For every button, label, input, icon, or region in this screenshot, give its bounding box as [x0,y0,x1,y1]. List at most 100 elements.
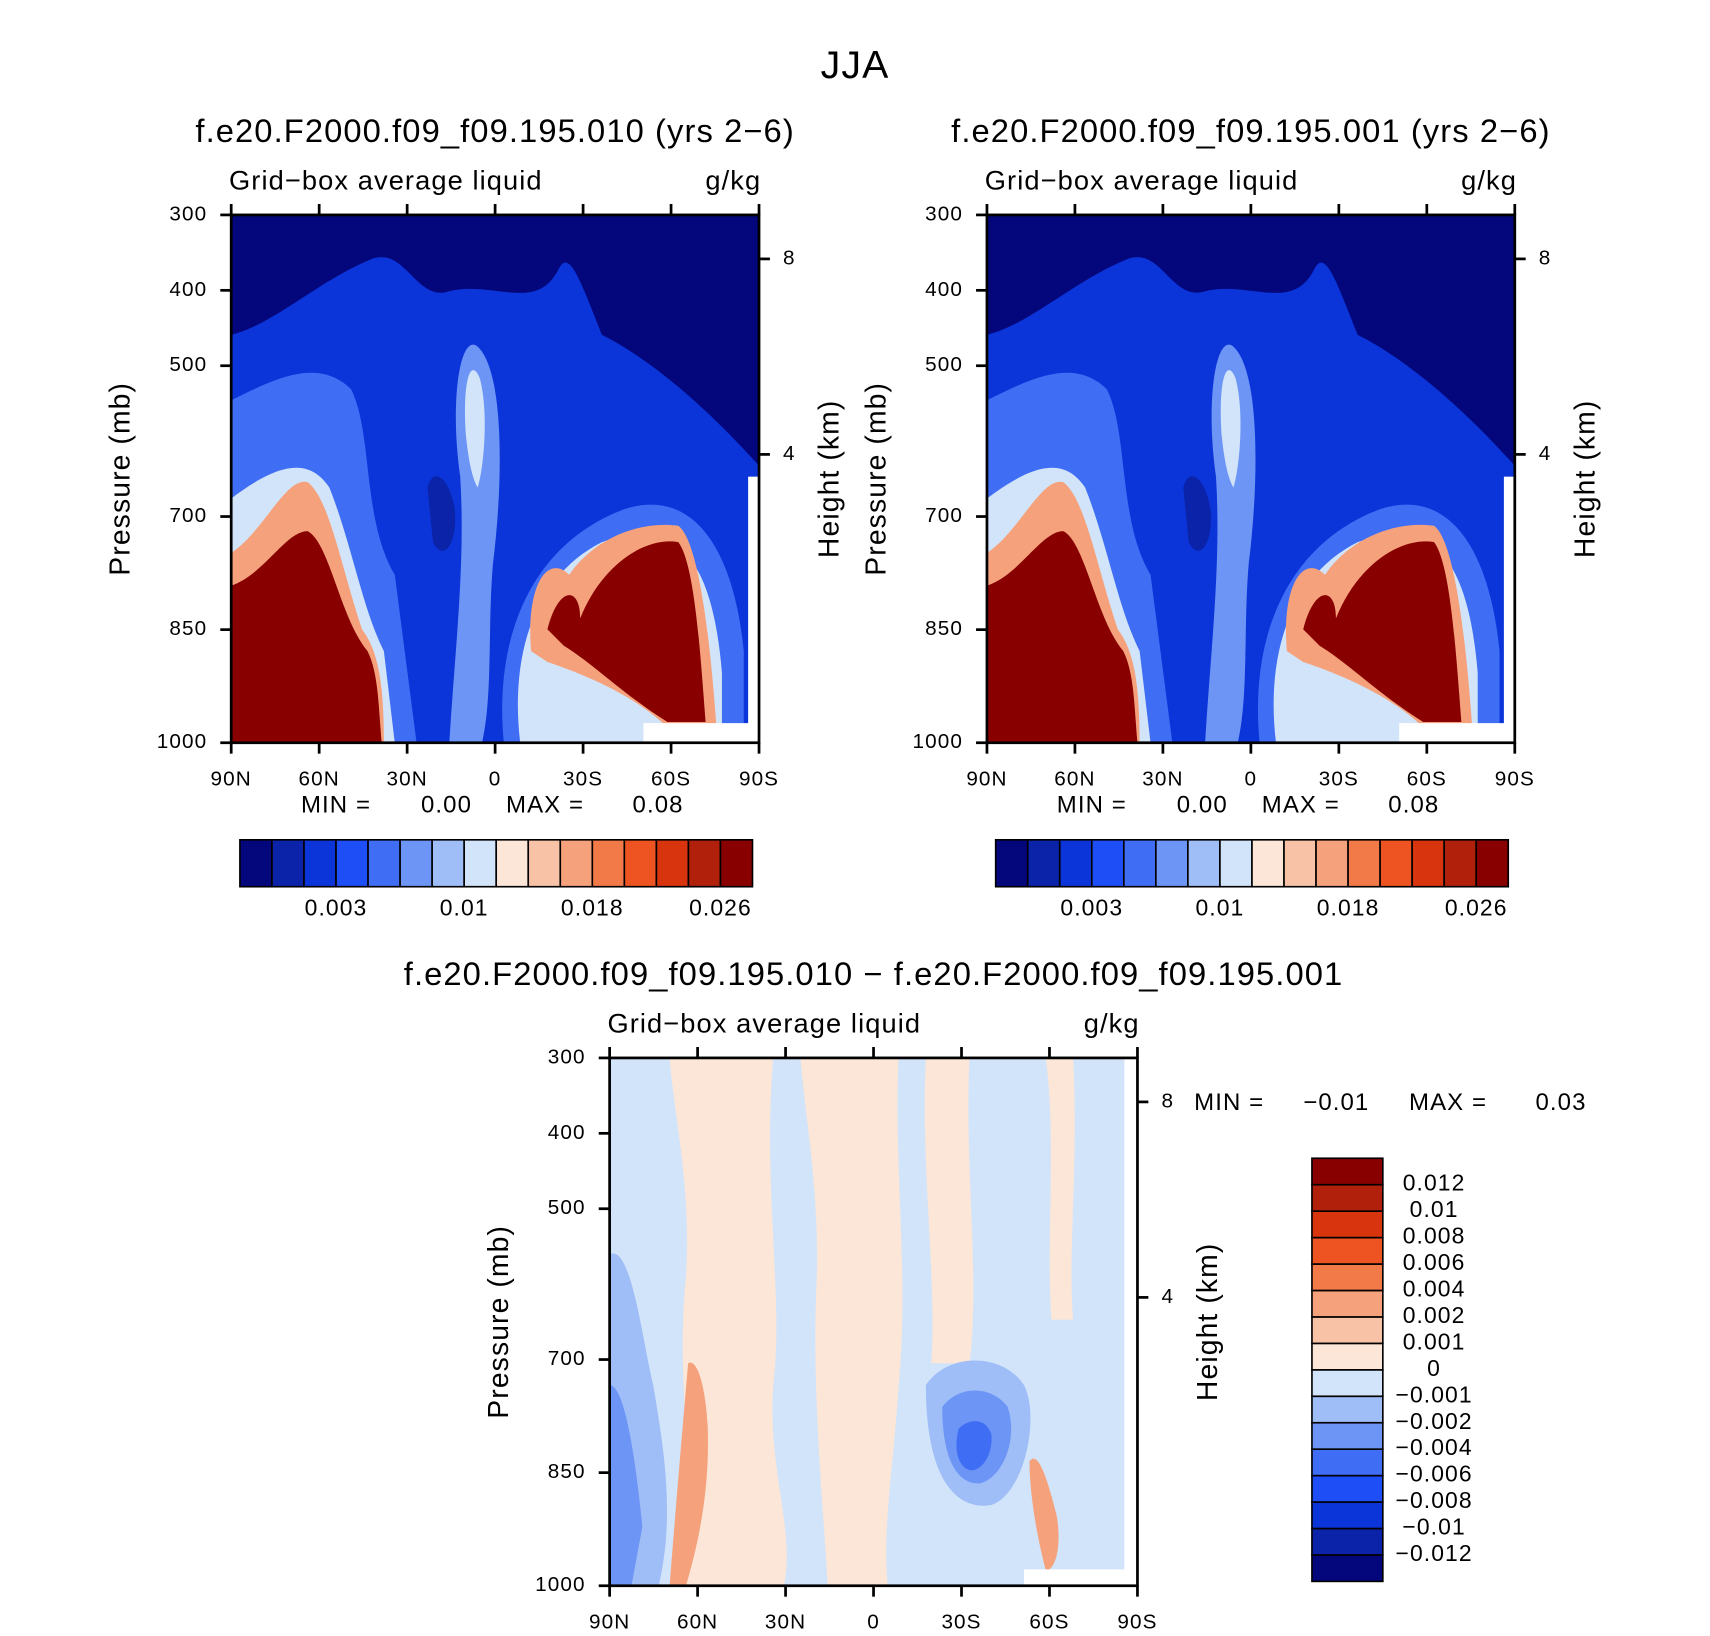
colorbar-box [1315,838,1349,888]
subtitle: Grid−box average liquid [229,164,543,195]
colorbar-label: −0.01 [1402,1514,1465,1540]
max-label: MAX = [1262,791,1340,818]
x-tick-label: 30N [765,1610,806,1633]
x-tick-label: 0 [489,767,502,790]
x-tick-label: 60S [1407,767,1447,790]
max-label: MAX = [506,791,584,818]
colorbar-label: −0.008 [1395,1487,1472,1513]
y-tick-label: 400 [169,278,207,301]
colorbar-box [1311,1289,1384,1318]
x-tick-label: 30S [1319,767,1359,790]
contour-field [987,215,1515,743]
colorbar-box [239,838,273,888]
y-tick-label: 1000 [912,730,962,753]
colorbar-label: −0.001 [1395,1381,1472,1407]
colorbar-box [1311,1316,1384,1345]
colorbar-label: 0.002 [1403,1302,1466,1328]
colorbar-box [1311,1501,1384,1530]
colorbar-box [1311,1263,1384,1292]
y2-axis-label: Height (km) [813,400,845,558]
colorbar-box [1251,838,1285,888]
y-tick-label: 300 [548,1045,586,1068]
y-tick-label: 850 [548,1460,586,1483]
y2-tick-label: 8 [1539,246,1552,269]
x-tick-label: 90S [739,767,779,790]
panel-title: f.e20.F2000.f09_f09.195.010 (yrs 2−6) [195,112,794,149]
colorbar-box [1026,838,1061,888]
colorbar-label: 0.026 [1445,895,1508,921]
colorbar-box [1311,1183,1384,1212]
colorbar-box [1311,1236,1384,1265]
max-value: 0.03 [1536,1089,1587,1116]
x-tick-label: 60S [1029,1610,1069,1633]
y2-tick-label: 4 [1539,442,1552,465]
x-tick-label: 0 [867,1610,880,1633]
colorbar-box [527,838,562,888]
x-tick-label: 60N [1054,767,1095,790]
x-tick-label: 60S [651,767,691,790]
colorbar-box [463,838,498,888]
max-value: 0.08 [633,791,684,818]
colorbar-label: −0.012 [1395,1540,1472,1566]
colorbar-box [1219,838,1253,888]
y-tick-label: 500 [169,353,207,376]
min-value: −0.01 [1303,1089,1369,1116]
min-label: MIN = [301,791,371,818]
x-tick-label: 30S [563,767,603,790]
colorbar-label: 0.001 [1403,1328,1466,1354]
colorbar-box [1283,838,1317,888]
min-label: MIN = [1057,791,1127,818]
colorbar-box [1347,838,1381,888]
colorbar-box [559,838,594,888]
y-tick-label: 500 [925,353,963,376]
colorbar-label: 0.003 [305,895,368,921]
x-tick-label: 90N [966,767,1007,790]
colorbar-label: 0.018 [1317,895,1380,921]
y-tick-label: 400 [548,1121,586,1144]
y-tick-label: 850 [925,617,963,640]
figure-title: JJA [821,43,890,87]
colorbar-label: 0.01 [1195,895,1244,921]
panel-title: f.e20.F2000.f09_f09.195.010 − f.e20.F200… [404,955,1344,992]
max-value: 0.08 [1388,791,1439,818]
colorbar-box [1443,838,1478,888]
contour-field [610,1058,1138,1586]
colorbar-box [1311,1421,1384,1450]
x-tick-label: 90S [1117,1610,1157,1633]
units: g/kg [705,164,761,195]
colorbar-box [1311,1474,1384,1503]
colorbar-box [399,838,433,888]
colorbar-box [431,838,465,888]
colorbar-box [1058,838,1093,888]
y-tick-label: 700 [169,504,207,527]
colorbar-box [1411,838,1445,888]
x-tick-label: 30N [387,767,428,790]
panel: f.e20.F2000.f09_f09.195.010 − f.e20.F200… [404,955,1587,1634]
colorbar-label: 0.003 [1060,895,1123,921]
y-tick-label: 700 [548,1347,586,1370]
y-axis-label: Pressure (mb) [483,1225,515,1419]
colorbar-box [719,838,754,888]
y2-tick-label: 8 [1161,1089,1174,1112]
y2-axis-label: Height (km) [1192,1243,1224,1401]
y2-axis-label: Height (km) [1569,400,1601,558]
colorbar-box [1090,838,1125,888]
y-tick-label: 300 [925,202,963,225]
colorbar-box [1475,838,1510,888]
y-tick-label: 850 [169,617,207,640]
colorbar-box [1155,838,1189,888]
colorbar-box [495,838,530,888]
colorbar-box [1311,1369,1384,1398]
y-tick-label: 500 [548,1196,586,1219]
colorbar-label: −0.002 [1395,1408,1472,1434]
x-tick-label: 0 [1245,767,1258,790]
colorbar-box [1379,838,1413,888]
x-tick-label: 90S [1495,767,1535,790]
colorbar-box [1311,1342,1384,1371]
y-tick-label: 700 [925,504,963,527]
colorbar-box [303,838,337,888]
x-tick-label: 60N [299,767,340,790]
colorbar-box [335,838,369,888]
